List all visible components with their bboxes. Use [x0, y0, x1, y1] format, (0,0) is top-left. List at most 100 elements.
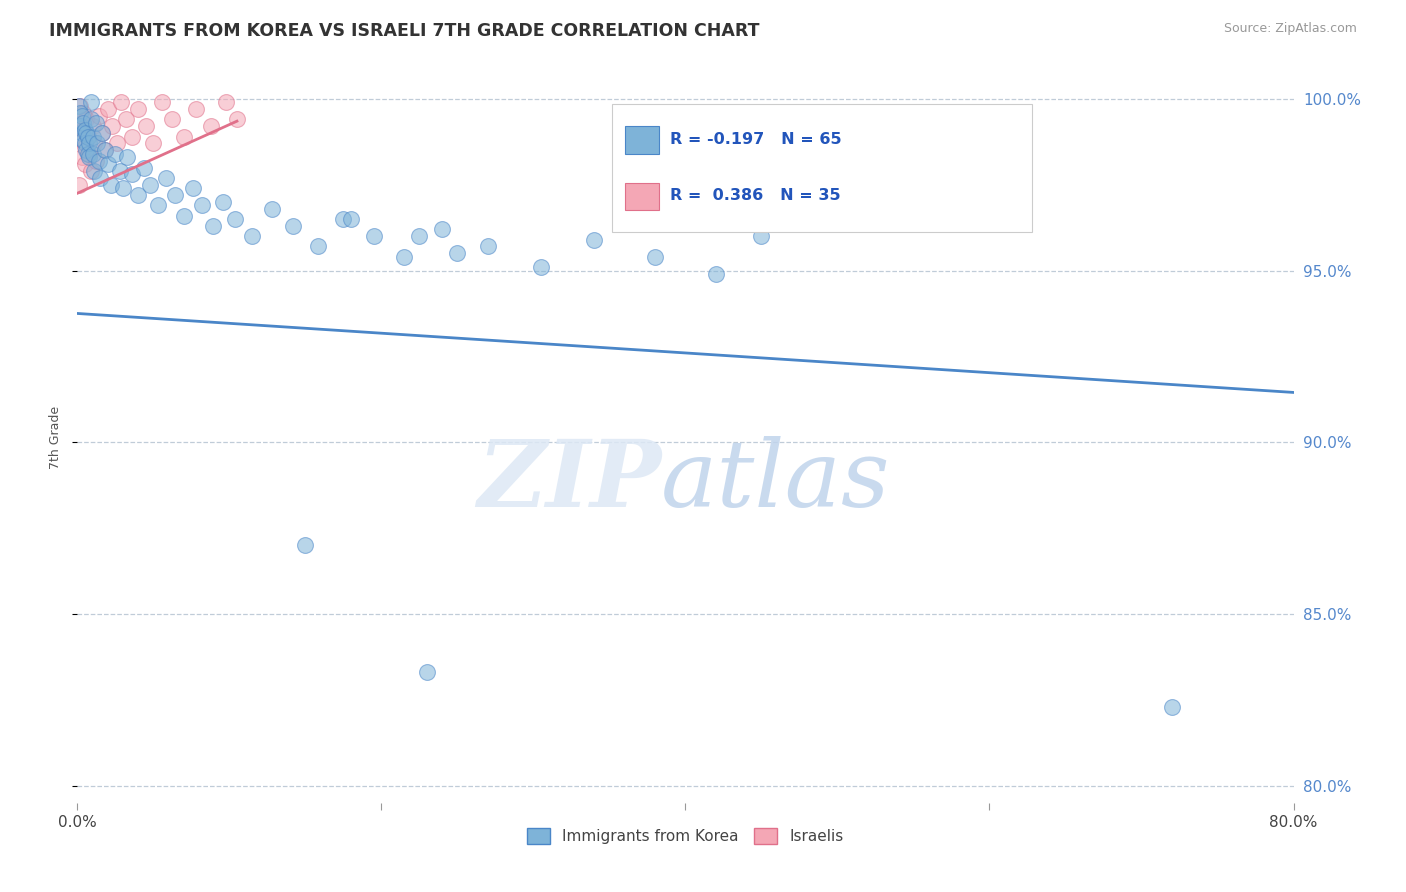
- Legend: Immigrants from Korea, Israelis: Immigrants from Korea, Israelis: [522, 822, 849, 850]
- Y-axis label: 7th Grade: 7th Grade: [49, 406, 62, 468]
- Point: [79, 136, 101, 151]
- Point: [84, 116, 107, 130]
- Point: [79, 150, 101, 164]
- Point: [70, 150, 93, 164]
- Point: [135, 120, 157, 134]
- Point: [201, 219, 224, 233]
- FancyBboxPatch shape: [624, 183, 658, 211]
- Point: [97, 102, 120, 116]
- Point: [173, 209, 195, 223]
- Point: [67, 98, 90, 112]
- Point: [127, 102, 149, 116]
- Point: [90, 126, 112, 140]
- Point: [530, 260, 553, 274]
- Text: R = -0.197   N = 65: R = -0.197 N = 65: [669, 132, 841, 147]
- Point: [184, 102, 207, 116]
- Text: IMMIGRANTS FROM KOREA VS ISRAELI 7TH GRADE CORRELATION CHART: IMMIGRANTS FROM KOREA VS ISRAELI 7TH GRA…: [49, 22, 759, 40]
- Point: [77, 129, 100, 144]
- Text: Source: ZipAtlas.com: Source: ZipAtlas.com: [1223, 22, 1357, 36]
- Point: [121, 167, 143, 181]
- Point: [307, 239, 329, 253]
- Point: [104, 146, 127, 161]
- Point: [115, 112, 138, 127]
- Point: [181, 181, 204, 195]
- Point: [73, 140, 96, 154]
- Point: [69, 120, 91, 134]
- Point: [80, 164, 103, 178]
- Point: [392, 250, 415, 264]
- Point: [110, 95, 132, 110]
- Point: [416, 665, 439, 680]
- Point: [142, 136, 165, 151]
- Point: [93, 144, 115, 158]
- Point: [163, 188, 186, 202]
- Point: [134, 161, 156, 175]
- Point: [260, 202, 283, 216]
- Point: [75, 144, 97, 158]
- Point: [127, 188, 149, 202]
- Point: [226, 112, 249, 127]
- Point: [100, 178, 122, 192]
- Point: [283, 219, 305, 233]
- Point: [408, 229, 430, 244]
- Point: [294, 538, 316, 552]
- Point: [215, 95, 238, 110]
- Point: [70, 126, 93, 140]
- Point: [704, 267, 727, 281]
- Point: [121, 129, 143, 144]
- Point: [212, 194, 235, 209]
- Point: [86, 136, 108, 151]
- Point: [751, 229, 773, 244]
- Point: [80, 112, 103, 127]
- Point: [75, 112, 97, 127]
- Point: [117, 150, 139, 164]
- Point: [89, 170, 111, 185]
- Point: [72, 116, 94, 130]
- Point: [82, 146, 104, 161]
- FancyBboxPatch shape: [613, 104, 1032, 232]
- Point: [84, 153, 107, 168]
- Text: ZIP: ZIP: [477, 436, 661, 526]
- Point: [72, 133, 94, 147]
- Point: [80, 95, 103, 110]
- Point: [93, 144, 115, 158]
- Point: [75, 126, 97, 140]
- Point: [363, 229, 385, 244]
- Point: [1161, 699, 1184, 714]
- Point: [152, 95, 174, 110]
- Point: [83, 164, 105, 178]
- Point: [72, 105, 94, 120]
- Point: [77, 129, 100, 144]
- Point: [340, 212, 363, 227]
- Point: [77, 146, 100, 161]
- Point: [101, 120, 124, 134]
- Point: [79, 146, 101, 161]
- Point: [70, 133, 93, 147]
- Point: [69, 98, 91, 112]
- Point: [73, 157, 96, 171]
- Point: [90, 126, 112, 140]
- Point: [82, 120, 104, 134]
- Point: [108, 164, 131, 178]
- Point: [139, 178, 162, 192]
- Point: [583, 233, 606, 247]
- Point: [240, 229, 263, 244]
- Point: [430, 222, 453, 236]
- Point: [83, 136, 105, 151]
- Point: [69, 116, 91, 130]
- Point: [70, 109, 93, 123]
- Point: [146, 198, 169, 212]
- Point: [332, 212, 354, 227]
- Point: [69, 105, 91, 120]
- Point: [67, 178, 90, 192]
- Point: [200, 120, 222, 134]
- Point: [160, 112, 183, 127]
- Point: [224, 212, 246, 227]
- Point: [105, 136, 128, 151]
- Point: [446, 246, 468, 260]
- FancyBboxPatch shape: [624, 127, 658, 154]
- Point: [477, 239, 499, 253]
- Point: [73, 122, 96, 136]
- Point: [73, 136, 96, 151]
- Point: [82, 129, 104, 144]
